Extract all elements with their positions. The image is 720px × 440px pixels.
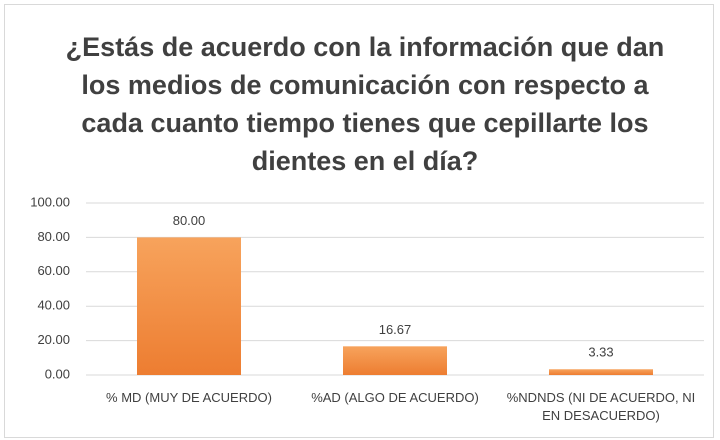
bar	[137, 237, 241, 375]
data-label: 80.00	[173, 213, 206, 228]
y-tick-label: 0.00	[45, 366, 70, 381]
chart-title: ¿Estás de acuerdo con la información que…	[65, 32, 665, 176]
chart-border	[4, 4, 714, 438]
x-tick-label: %NDNDS (NI DE ACUERDO, NI EN DESACUERDO)	[506, 390, 696, 423]
y-tick-label: 80.00	[37, 229, 70, 244]
x-tick-label: %AD (ALGO DE ACUERDO)	[311, 390, 479, 405]
data-label: 16.67	[379, 322, 412, 337]
y-tick-label: 60.00	[37, 263, 70, 278]
y-tick-label: 40.00	[37, 298, 70, 313]
y-tick-label: 100.00	[30, 194, 70, 209]
y-tick-label: 20.00	[37, 332, 70, 347]
data-label: 3.33	[588, 345, 613, 360]
x-tick-label: % MD (MUY DE ACUERDO)	[106, 390, 272, 405]
bar	[343, 346, 447, 375]
bar	[549, 369, 653, 375]
